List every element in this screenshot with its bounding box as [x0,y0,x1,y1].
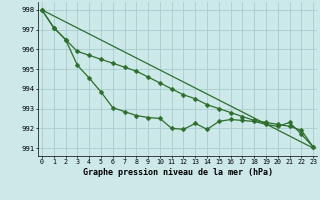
X-axis label: Graphe pression niveau de la mer (hPa): Graphe pression niveau de la mer (hPa) [83,168,273,177]
